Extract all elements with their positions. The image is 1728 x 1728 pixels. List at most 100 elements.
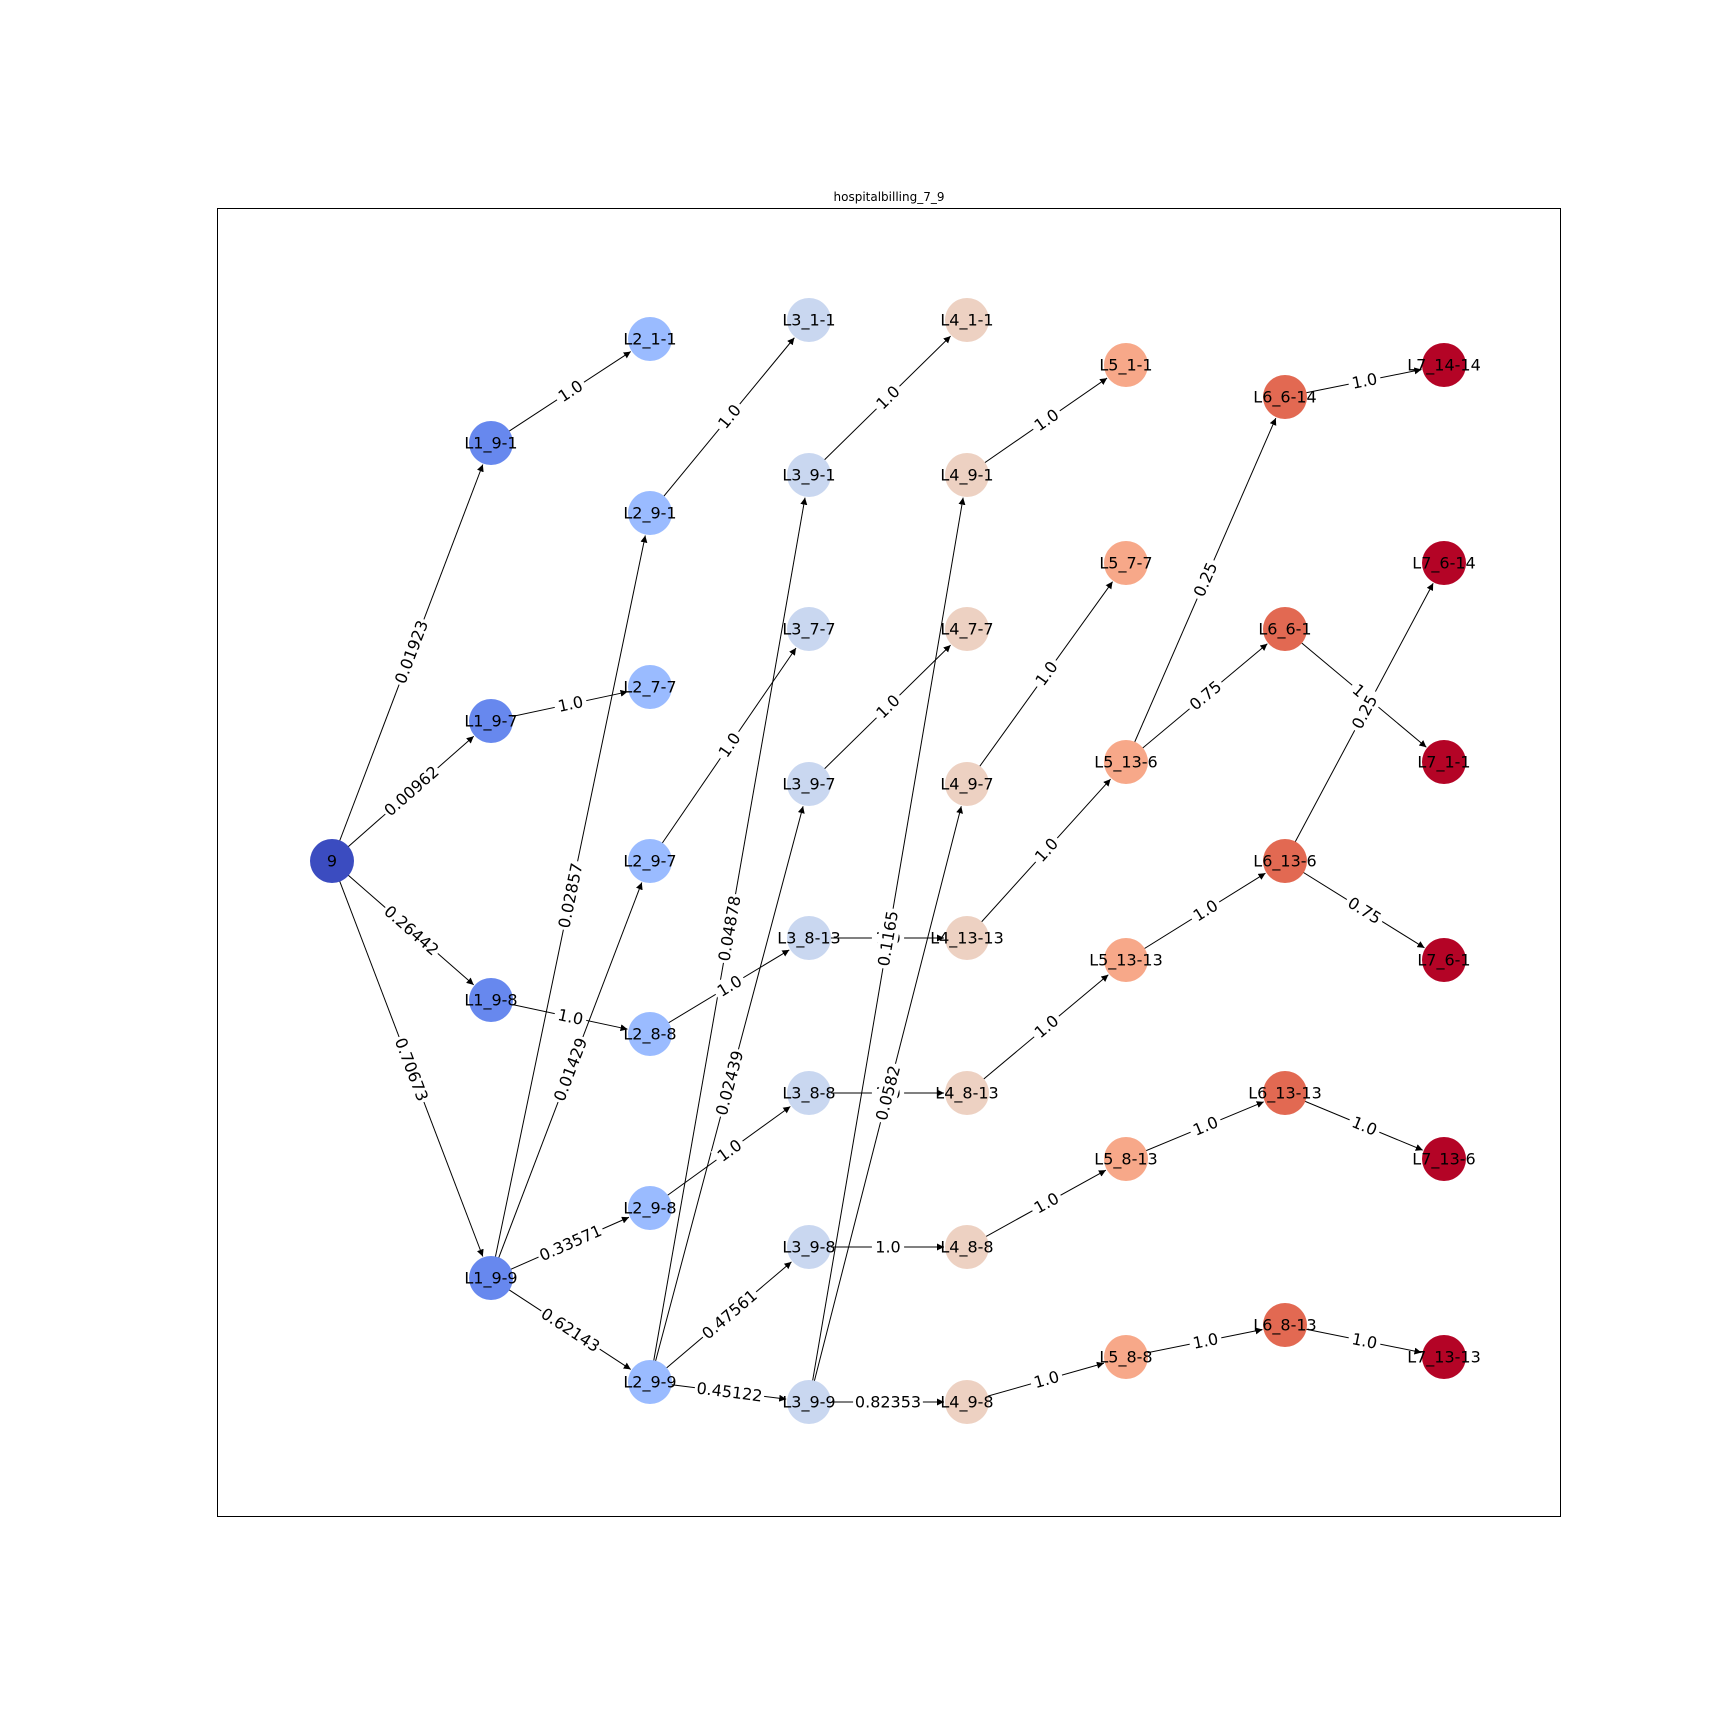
edge-label: 1.0 — [552, 1003, 589, 1031]
node-label: L2_9-7 — [623, 852, 676, 872]
node-label: L4_1-1 — [940, 311, 993, 331]
node-label: L2_1-1 — [623, 330, 676, 350]
edge-label-background — [869, 379, 907, 416]
edge-label-text: 1.0 — [1032, 1367, 1062, 1392]
node-circle — [1104, 541, 1148, 585]
node-label: L3_8-13 — [777, 929, 840, 949]
node-label: L5_7-7 — [1099, 554, 1152, 574]
edge-label-background — [1346, 1328, 1383, 1354]
node-label: L3_9-9 — [782, 1393, 835, 1413]
node-circle — [1104, 343, 1148, 387]
node-l4-1-1: L4_1-1 — [940, 298, 994, 342]
node-circle — [945, 298, 989, 342]
edge-label-background — [548, 1033, 593, 1106]
edge-label-text: 0.00962 — [380, 762, 442, 820]
node-label: L7_13-13 — [1407, 1348, 1481, 1368]
edge-label: 1.0 — [1187, 1328, 1224, 1354]
node-l5-13-13: L5_13-13 — [1089, 938, 1163, 982]
node-l4-8-13: L4_8-13 — [935, 1071, 999, 1115]
node-circle — [469, 1256, 513, 1300]
node-label: L4_9-7 — [940, 775, 993, 795]
node-l7-6-14: L7_6-14 — [1412, 541, 1476, 585]
node-l7-14-14: L7_14-14 — [1407, 343, 1481, 387]
edge-label-text: 0.45122 — [695, 1378, 763, 1405]
node-l5-1-1: L5_1-1 — [1099, 343, 1153, 387]
node-l7-1-1: L7_1-1 — [1417, 740, 1471, 784]
edge-label: 0.47561 — [696, 1284, 763, 1345]
edge-label-background — [710, 1046, 749, 1120]
node-label: L4_13-13 — [930, 929, 1004, 949]
node-circle — [628, 839, 672, 883]
node-label: L7_6-1 — [1417, 951, 1470, 971]
edge-label-text: 0.01429 — [550, 1035, 591, 1104]
node-circle — [628, 1186, 672, 1230]
node-l4-13-13: L4_13-13 — [930, 916, 1004, 960]
node-l2-9-8: L2_9-8 — [623, 1186, 677, 1230]
node-circle — [628, 665, 672, 709]
node-circle — [1263, 375, 1307, 419]
edge-label-background — [1183, 674, 1228, 717]
edge-label-background — [713, 892, 746, 965]
node-label: L3_9-7 — [782, 775, 835, 795]
node-l6-6-14: L6_6-14 — [1253, 375, 1317, 419]
node-l3-8-13: L3_8-13 — [777, 916, 841, 960]
edge-label: 1.0 — [711, 397, 748, 436]
edge-label: 1.0 — [710, 1132, 749, 1169]
node-circle — [1104, 1335, 1148, 1379]
node-l4-7-7: L4_7-7 — [940, 607, 994, 651]
node-label: L7_1-1 — [1417, 753, 1470, 773]
edge-label-background — [853, 1392, 923, 1412]
edge-label-background — [535, 1302, 606, 1358]
node-l4-9-8: L4_9-8 — [940, 1380, 994, 1424]
edge-label-background — [1028, 1365, 1065, 1394]
edge-label-text: 1.0 — [1350, 1329, 1379, 1353]
node-circle — [1263, 607, 1307, 651]
edge-label-text: 0.62143 — [538, 1304, 604, 1356]
node-circle — [787, 916, 831, 960]
edge-label: 1.0 — [1027, 1008, 1066, 1045]
edge-label: 0.82353 — [853, 1392, 923, 1412]
node-l6-13-6: L6_13-6 — [1253, 839, 1317, 883]
node-label: L2_9-8 — [623, 1199, 676, 1219]
edge-label: 1.0 — [871, 1237, 905, 1257]
node-label: 9 — [327, 852, 337, 871]
edge-label: 1.0 — [1028, 831, 1065, 869]
node-9: 9 — [310, 839, 354, 883]
edge-label: 0.75 — [1341, 891, 1388, 930]
node-l1-9-1: L1_9-1 — [464, 421, 518, 465]
node-l1-9-7: L1_9-7 — [464, 699, 518, 743]
node-l4-9-1: L4_9-1 — [940, 453, 994, 497]
edge-label-text: 1.0 — [556, 692, 585, 716]
node-label: L1_9-9 — [464, 1269, 517, 1289]
edge-label-text: 0.02857 — [554, 861, 586, 930]
node-l3-9-7: L3_9-7 — [782, 762, 836, 806]
edge-label-background — [1027, 1186, 1066, 1220]
diagram-title: hospitalbilling_7_9 — [834, 190, 945, 204]
edge-label: 0.04878 — [713, 892, 746, 965]
node-label: L5_13-6 — [1094, 753, 1157, 773]
node-label: L5_8-13 — [1094, 1150, 1157, 1170]
edge-label: 0.33571 — [534, 1219, 607, 1267]
node-l2-9-1: L2_9-1 — [623, 491, 677, 535]
node-circle — [945, 1380, 989, 1424]
edge-label: 1.0 — [1346, 368, 1383, 394]
edge-label-background — [712, 726, 747, 764]
node-l7-6-1: L7_6-1 — [1417, 938, 1471, 982]
edge-label-background — [870, 1061, 906, 1125]
nodes-layer: 9 L1_9-1 L1_9-7 L1_9-8 L1_9-9 L2_1-1 L2_9-1 L2_… — [310, 298, 1481, 1424]
edge-label-background — [1345, 1110, 1384, 1142]
edge-label-background — [1341, 891, 1388, 930]
edge-label-background — [552, 1003, 589, 1031]
edge-label-background — [1186, 893, 1225, 928]
edge-label-background — [1188, 556, 1223, 603]
edge-label: 1.0 — [712, 726, 747, 764]
node-label: L6_13-6 — [1253, 852, 1316, 872]
node-l4-9-7: L4_9-7 — [940, 762, 994, 806]
node-label: L3_9-8 — [782, 1238, 835, 1258]
node-circle — [628, 491, 672, 535]
edge-label-background — [869, 688, 907, 725]
node-label: L6_13-13 — [1248, 1084, 1322, 1104]
node-l3-9-1: L3_9-1 — [782, 453, 836, 497]
edge-label-background — [1187, 1328, 1224, 1354]
edge-label-background — [552, 690, 589, 718]
